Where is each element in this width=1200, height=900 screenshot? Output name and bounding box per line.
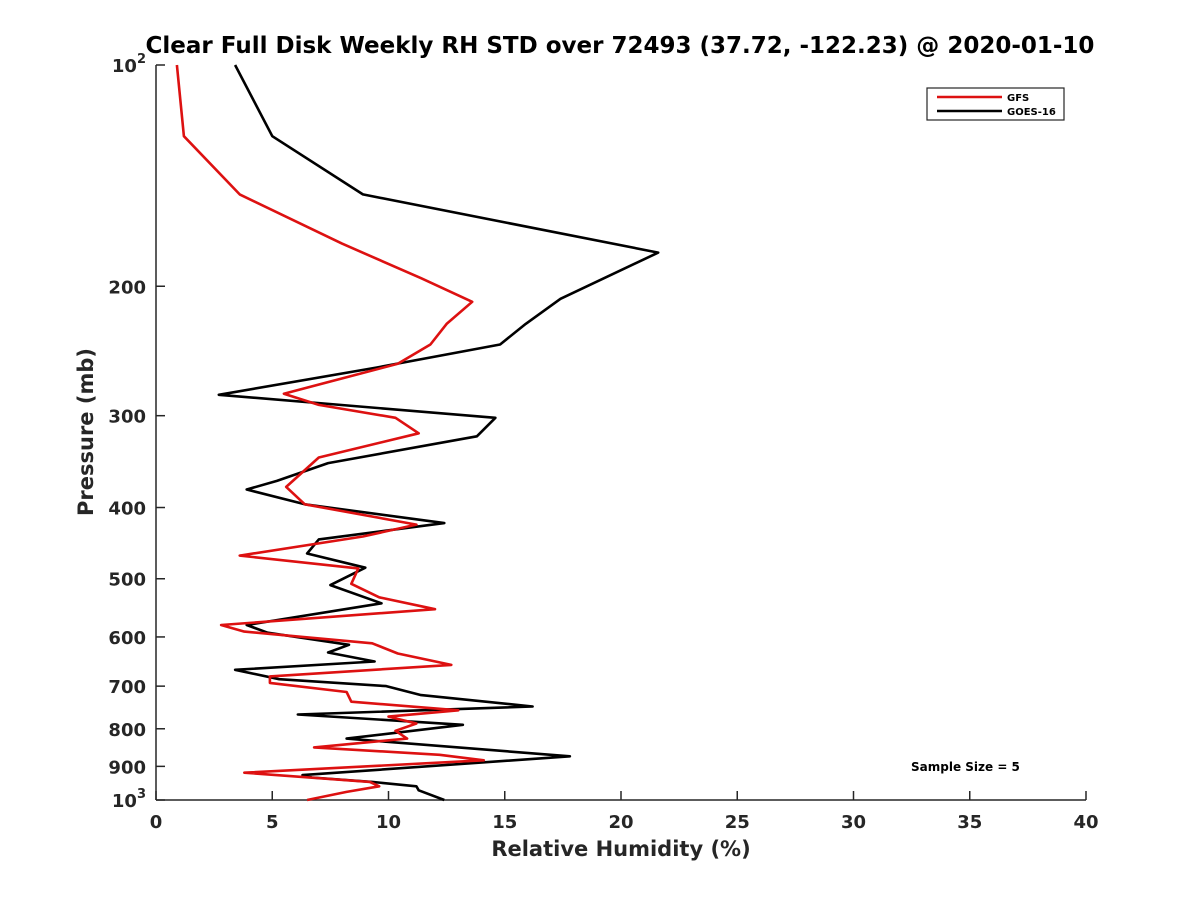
legend-label-gfs: GFS bbox=[1007, 93, 1029, 104]
x-tick-label: 35 bbox=[957, 812, 982, 833]
series-line-gfs bbox=[175, 64, 486, 802]
x-tick-label: 20 bbox=[608, 812, 633, 833]
y-tick-label: 800 bbox=[108, 720, 146, 741]
legend: GFS GOES-16 bbox=[926, 87, 1065, 121]
y-tick-label: 300 bbox=[108, 407, 146, 428]
x-tick-label: 25 bbox=[725, 812, 750, 833]
y-tick-label: 102 bbox=[112, 52, 146, 77]
series-line-goes16 bbox=[217, 64, 660, 802]
y-tick-label: 200 bbox=[108, 277, 146, 298]
legend-label-goes16: GOES-16 bbox=[1007, 107, 1056, 118]
y-tick-label: 600 bbox=[108, 628, 146, 649]
y-ticks: 102 200 300 400 500 600 700 800 900 103 bbox=[108, 52, 165, 812]
chart-title: Clear Full Disk Weekly RH STD over 72493… bbox=[146, 33, 1095, 59]
x-tick-label: 5 bbox=[266, 812, 279, 833]
legend-box bbox=[926, 87, 1065, 121]
x-tick-label: 15 bbox=[492, 812, 517, 833]
x-axis-label: Relative Humidity (%) bbox=[491, 837, 750, 861]
series-layer bbox=[175, 64, 660, 802]
y-tick-label: 700 bbox=[108, 677, 146, 698]
x-tick-label: 0 bbox=[150, 812, 163, 833]
y-tick-label: 400 bbox=[108, 499, 146, 520]
y-tick-label: 900 bbox=[108, 757, 146, 778]
x-tick-label: 10 bbox=[376, 812, 401, 833]
axes bbox=[155, 65, 1086, 801]
x-tick-label: 30 bbox=[841, 812, 866, 833]
sample-size-annotation: Sample Size = 5 bbox=[911, 760, 1020, 774]
y-tick-label: 103 bbox=[112, 787, 146, 812]
y-axis-label: Pressure (mb) bbox=[74, 348, 98, 516]
y-tick-label: 500 bbox=[108, 570, 146, 591]
x-tick-label: 40 bbox=[1073, 812, 1098, 833]
x-ticks: 0 5 10 15 20 25 30 35 40 bbox=[150, 791, 1099, 833]
